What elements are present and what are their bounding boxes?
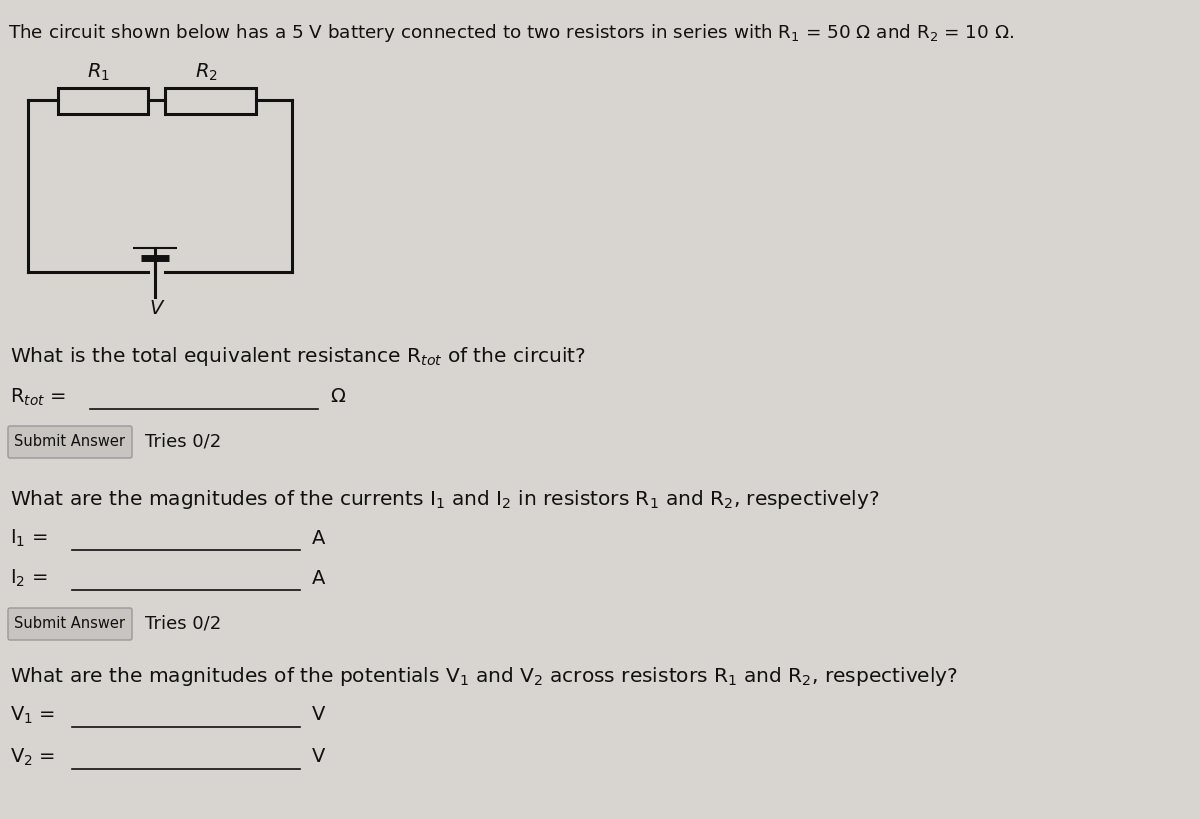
Text: Tries 0/2: Tries 0/2 <box>145 433 221 451</box>
Text: I$_2$ =: I$_2$ = <box>10 568 48 589</box>
Text: What are the magnitudes of the potentials V$_1$ and V$_2$ across resistors R$_1$: What are the magnitudes of the potential… <box>10 665 958 688</box>
Text: Tries 0/2: Tries 0/2 <box>145 615 221 633</box>
Text: A: A <box>312 568 325 587</box>
Text: Submit Answer: Submit Answer <box>14 435 126 450</box>
FancyBboxPatch shape <box>8 608 132 640</box>
Text: V$_1$ =: V$_1$ = <box>10 704 55 726</box>
Text: I$_1$ =: I$_1$ = <box>10 527 48 549</box>
Text: $R_2$: $R_2$ <box>196 61 218 83</box>
Text: $V$: $V$ <box>149 298 166 318</box>
FancyBboxPatch shape <box>8 426 132 458</box>
Text: R$_{tot}$ =: R$_{tot}$ = <box>10 387 66 408</box>
Text: V: V <box>312 748 325 767</box>
Bar <box>58 88 148 114</box>
Text: Ω: Ω <box>330 387 344 406</box>
Bar <box>166 88 256 114</box>
Text: The circuit shown below has a 5 V battery connected to two resistors in series w: The circuit shown below has a 5 V batter… <box>8 22 1014 44</box>
Text: V$_2$ =: V$_2$ = <box>10 746 55 767</box>
Text: V: V <box>312 705 325 725</box>
Text: What are the magnitudes of the currents I$_1$ and I$_2$ in resistors R$_1$ and R: What are the magnitudes of the currents … <box>10 488 880 511</box>
Text: A: A <box>312 528 325 547</box>
Text: What is the total equivalent resistance R$_{tot}$ of the circuit?: What is the total equivalent resistance … <box>10 345 586 368</box>
Text: Submit Answer: Submit Answer <box>14 617 126 631</box>
Text: $R_1$: $R_1$ <box>86 61 109 83</box>
